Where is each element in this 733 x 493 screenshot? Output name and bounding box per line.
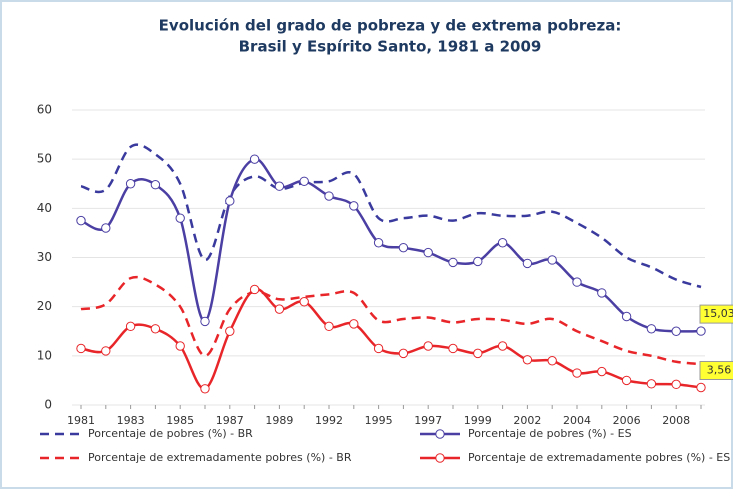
point — [324, 191, 334, 201]
x-tick-label: 1989 — [265, 414, 293, 427]
x-tick-label: 2008 — [662, 414, 690, 427]
point — [646, 324, 657, 334]
point — [696, 382, 706, 393]
chart-title: Evolución del grado de pobreza y de extr… — [159, 17, 622, 35]
chart-subtitle: Brasil y Espírito Santo, 1981 a 2009 — [239, 38, 542, 56]
point — [349, 201, 359, 211]
x-tick-label: 1995 — [365, 414, 393, 427]
point — [448, 343, 458, 354]
point — [101, 346, 111, 356]
x-tick-label: 1983 — [117, 414, 145, 427]
x-tick-label: 1985 — [166, 414, 194, 427]
value-label: 15,03 — [703, 307, 733, 320]
point — [324, 321, 334, 332]
value-label-box — [699, 360, 733, 380]
point — [423, 247, 433, 258]
point — [497, 238, 508, 248]
point — [373, 343, 384, 354]
point — [299, 176, 309, 186]
point — [547, 255, 557, 265]
point — [101, 223, 111, 233]
y-tick-label: 10 — [37, 348, 52, 362]
point — [175, 213, 185, 223]
point — [125, 179, 136, 189]
point — [373, 238, 384, 248]
point — [572, 368, 582, 378]
point — [200, 384, 210, 394]
point — [225, 196, 235, 206]
point — [646, 379, 657, 389]
point — [249, 284, 260, 295]
y-tick-label: 20 — [37, 299, 52, 313]
point — [671, 379, 681, 390]
series-line — [80, 143, 702, 289]
point — [299, 297, 309, 307]
legend-marker — [435, 429, 445, 439]
point — [76, 215, 86, 226]
x-tick-label: 1999 — [464, 414, 492, 427]
point — [473, 348, 483, 359]
point — [398, 348, 409, 359]
point — [522, 355, 533, 365]
x-tick-label: 2006 — [613, 414, 641, 427]
point — [597, 366, 607, 377]
y-tick-label: 40 — [37, 201, 52, 215]
point — [225, 326, 235, 336]
x-tick-label: 1992 — [315, 414, 343, 427]
point — [349, 319, 359, 329]
point — [621, 375, 632, 386]
value-label-box — [699, 304, 733, 324]
point — [547, 356, 557, 366]
point — [175, 341, 185, 351]
point — [76, 343, 86, 354]
y-tick-label: 0 — [44, 398, 52, 412]
point — [448, 257, 458, 268]
x-tick-label: 2004 — [563, 414, 591, 427]
point — [671, 326, 681, 336]
x-tick-label: 2002 — [513, 414, 541, 427]
point — [497, 341, 508, 351]
point — [572, 277, 582, 287]
point — [274, 304, 285, 314]
legend-label: Porcentaje de extremadamente pobres (%) … — [88, 451, 352, 464]
point — [522, 258, 533, 269]
point — [423, 341, 433, 351]
point — [274, 181, 285, 191]
y-tick-label: 30 — [37, 250, 52, 264]
point — [597, 288, 607, 298]
point — [398, 242, 409, 253]
legend-marker — [435, 453, 445, 463]
value-label: 3,56 — [707, 363, 732, 376]
point — [473, 256, 483, 267]
point — [150, 180, 161, 190]
series-line — [80, 275, 702, 366]
legend-label: Porcentaje de extremadamente pobres (%) … — [468, 451, 730, 464]
point — [249, 154, 260, 164]
point — [200, 316, 210, 327]
point — [621, 311, 632, 322]
legend-label: Porcentaje de pobres (%) - ES — [468, 427, 632, 440]
y-tick-label: 60 — [37, 103, 52, 117]
point — [150, 324, 161, 334]
x-tick-label: 1987 — [216, 414, 244, 427]
legend-label: Porcentaje de pobres (%) - BR — [88, 427, 253, 440]
x-tick-label: 1997 — [414, 414, 442, 427]
point — [125, 321, 136, 332]
point — [696, 326, 706, 336]
x-tick-label: 1981 — [67, 414, 95, 427]
y-tick-label: 50 — [37, 152, 52, 166]
